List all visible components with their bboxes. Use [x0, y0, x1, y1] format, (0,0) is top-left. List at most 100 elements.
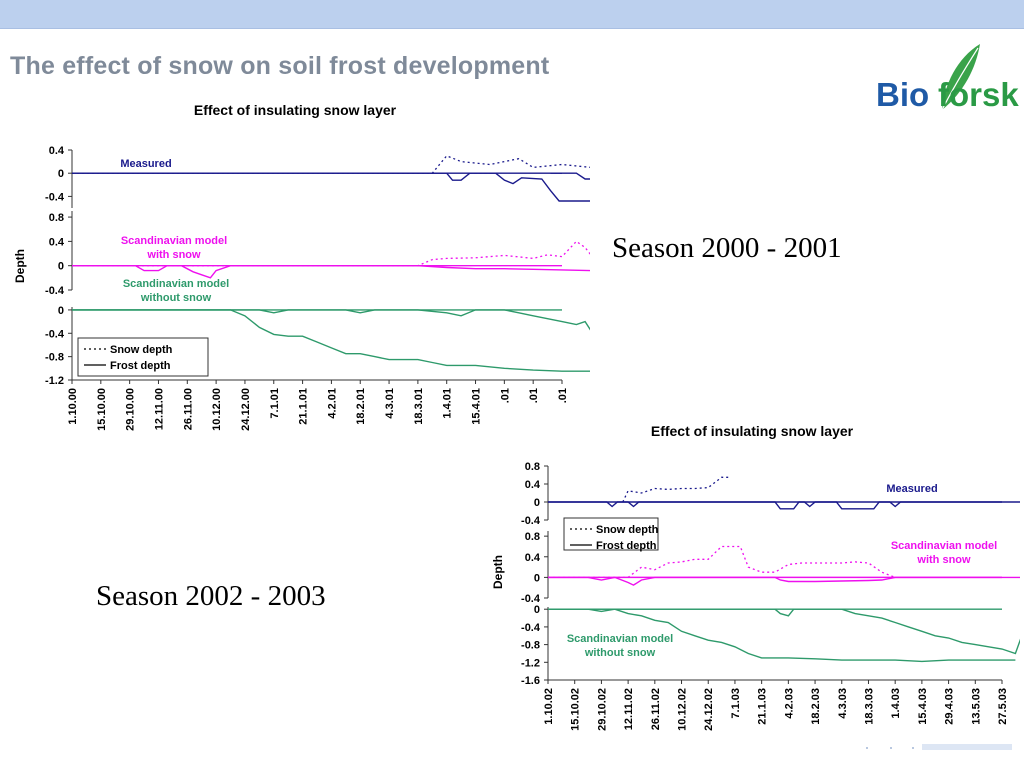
- y-tick-label: 0.8: [49, 212, 64, 224]
- y-axis-label: Depth: [491, 555, 505, 589]
- legend-entry-snow: Snow depth: [110, 344, 173, 356]
- panel-label: Scandinavian model: [891, 540, 997, 552]
- y-tick-label: 0.4: [525, 479, 541, 491]
- series-frost-depth-2: [550, 172, 590, 180]
- x-tick-label: 29.10.02: [596, 688, 608, 731]
- y-tick-label: -0.4: [45, 328, 65, 340]
- series-frost-depth-2: [72, 309, 590, 331]
- y-tick-label: 0: [534, 572, 540, 584]
- y-tick-label: -0.4: [521, 515, 541, 527]
- panel-label: Measured: [886, 483, 937, 495]
- x-tick-label: 4.3.01: [384, 388, 396, 419]
- series-snow-depth: [72, 240, 590, 267]
- x-tick-label: 10.12.00: [211, 388, 223, 431]
- panel-label: with snow: [916, 554, 971, 566]
- y-tick-label: 0: [534, 604, 540, 616]
- series-snow-depth: [622, 476, 730, 503]
- y-tick-label: -0.4: [521, 593, 541, 605]
- y-tick-label: 0: [58, 305, 64, 317]
- x-tick-label: 7.1.03: [730, 688, 742, 719]
- chart-season-2002-2003: Effect of insulating snow layer Depth 0.8 0…: [491, 423, 1020, 731]
- y-tick-label: 0: [534, 497, 540, 509]
- footer-decoration: [866, 744, 1012, 750]
- logo-forsk: forsk: [938, 76, 1019, 113]
- bioforsk-logo: Bio forsk: [876, 44, 1019, 113]
- panel-label: with snow: [146, 249, 201, 261]
- x-tick-label: .01: [528, 388, 540, 403]
- y-tick-label: -0.4: [45, 285, 65, 297]
- x-tick-label: 1.4.03: [890, 688, 902, 719]
- y-tick-label: 0.8: [525, 531, 540, 543]
- series-frost-depth: [548, 501, 1020, 510]
- x-tick-label: 29.4.03: [944, 688, 956, 725]
- series-frost-depth: [548, 576, 1020, 586]
- panel-label: Scandinavian model: [123, 278, 229, 290]
- x-tick-label: 1.10.02: [543, 688, 555, 725]
- x-tick-label: 29.10.00: [125, 388, 137, 431]
- x-tick-label: 18.2.01: [355, 388, 367, 425]
- x-tick-label: 15.4.03: [917, 688, 929, 725]
- x-tick-label: 18.3.03: [863, 688, 875, 725]
- panel-label: Scandinavian model: [121, 235, 227, 247]
- season-label-2: Season 2002 - 2003: [96, 580, 326, 612]
- x-tick-label: 26.11.00: [182, 388, 194, 430]
- y-tick-label: 0.8: [525, 461, 540, 473]
- y-tick-label: -1.2: [521, 657, 540, 669]
- x-tick-label: 12.11.00: [153, 388, 165, 430]
- panel-label: Scandinavian model: [567, 633, 673, 645]
- top-banner: [0, 0, 1024, 29]
- y-tick-label: 0.4: [49, 236, 65, 248]
- x-tick-label: 4.2.03: [783, 688, 795, 719]
- chart-season-2000-2001: Effect of insulating snow layer Depth 0.4 0…: [13, 102, 590, 431]
- y-tick-label: -0.8: [521, 640, 540, 652]
- y-axis-label: Depth: [13, 249, 27, 283]
- chart-title: Effect of insulating snow layer: [194, 102, 397, 118]
- y-tick-label: 0.4: [49, 145, 65, 157]
- x-tick-label: 21.1.03: [757, 688, 769, 725]
- x-tick-label: 4.2.01: [326, 388, 338, 419]
- y-tick-label: 0: [58, 168, 64, 180]
- x-tick-label: .01: [557, 388, 569, 403]
- x-tick-label: 18.2.03: [810, 688, 822, 725]
- x-tick-label: 12.11.02: [623, 688, 635, 730]
- logo-bio: Bio: [876, 76, 929, 113]
- x-tick-label: 1.4.01: [442, 388, 454, 419]
- x-tick-label: 10.12.02: [677, 688, 689, 731]
- x-tick-label: 13.5.03: [970, 688, 982, 725]
- series-frost-depth: [72, 264, 590, 279]
- series-frost-depth-2: [548, 608, 1020, 655]
- x-tick-label: 1.10.00: [67, 388, 79, 425]
- x-tick-label: 21.1.01: [298, 388, 310, 425]
- x-tick-label: .01: [499, 388, 511, 403]
- series-frost-depth: [72, 172, 590, 202]
- chart-title: Effect of insulating snow layer: [651, 423, 854, 439]
- x-tick-label: 7.1.01: [269, 388, 281, 419]
- x-tick-label: 26.11.02: [650, 688, 662, 730]
- legend-entry-frost: Frost depth: [596, 540, 657, 552]
- panel-label: without snow: [584, 647, 656, 659]
- y-tick-label: 0.4: [525, 552, 541, 564]
- y-tick-label: -0.8: [45, 352, 64, 364]
- x-tick-label: 15.4.01: [471, 388, 483, 425]
- x-tick-label: 24.12.02: [703, 688, 715, 731]
- y-tick-label: -0.4: [521, 622, 541, 634]
- x-tick-label: 27.5.03: [997, 688, 1009, 725]
- x-tick-label: 15.10.02: [570, 688, 582, 731]
- y-tick-label: -1.6: [521, 675, 540, 687]
- series-frost-depth: [548, 608, 1016, 663]
- y-tick-label: -1.2: [45, 375, 64, 387]
- series-frost-depth: [72, 309, 590, 372]
- series-snow-depth: [548, 545, 896, 579]
- legend-box: [77, 337, 209, 377]
- x-tick-label: 4.3.03: [837, 688, 849, 719]
- panel-label: Measured: [120, 158, 171, 170]
- x-tick-label: 24.12.00: [240, 388, 252, 431]
- y-tick-label: 0: [58, 261, 64, 273]
- y-tick-label: -0.4: [45, 191, 65, 203]
- x-tick-label: 18.3.01: [413, 388, 425, 425]
- panel-label: without snow: [140, 292, 212, 304]
- x-tick-label: 15.10.00: [96, 388, 108, 431]
- legend-entry-snow: Snow depth: [596, 524, 659, 536]
- season-label-1: Season 2000 - 2001: [612, 232, 842, 264]
- legend-entry-frost: Frost depth: [110, 360, 171, 372]
